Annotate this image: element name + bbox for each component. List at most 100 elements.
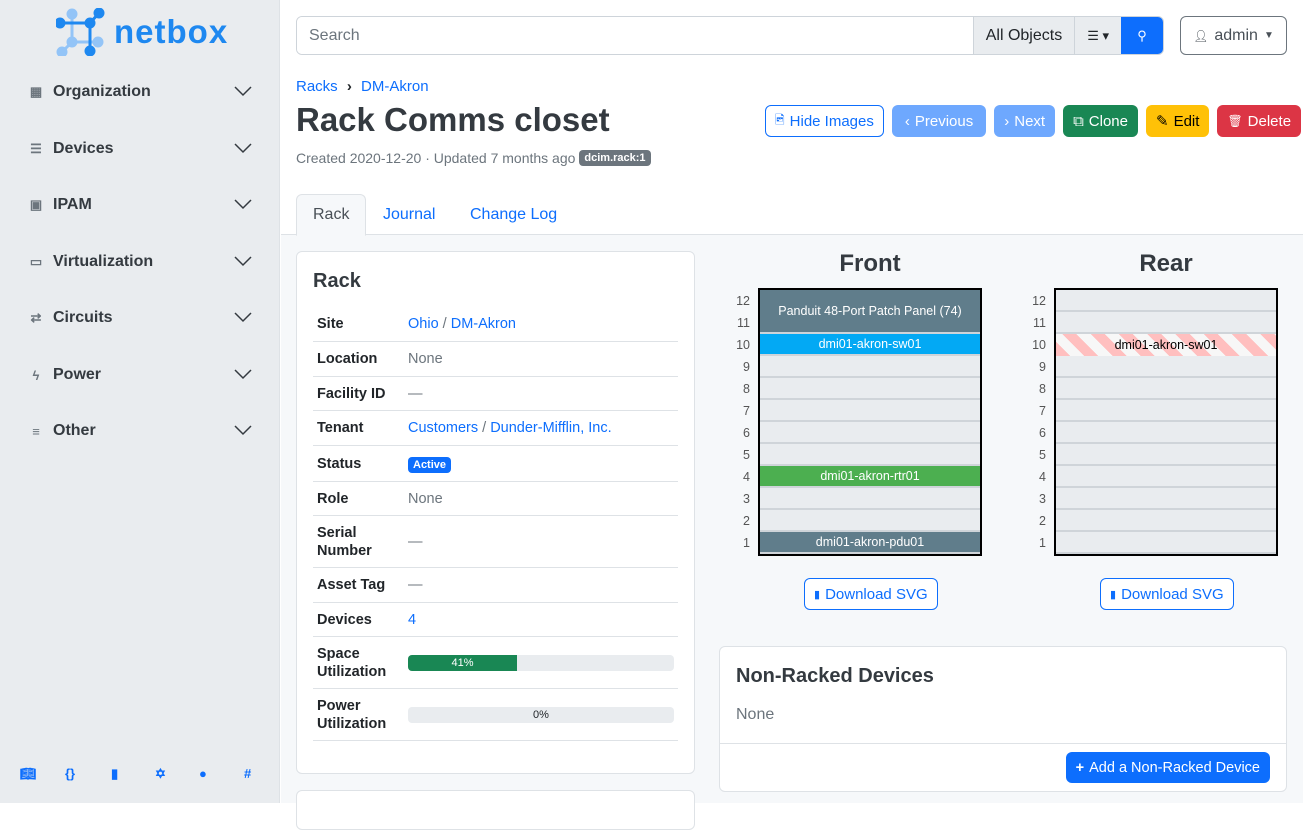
unit-number: 3 (743, 492, 750, 506)
tab-changelog[interactable]: Change Log (470, 205, 558, 223)
rack-device[interactable]: dmi01-akron-rtr01 (760, 466, 980, 488)
rack-unit-slot[interactable] (760, 378, 980, 400)
row-label: Site (317, 316, 344, 332)
rack-unit-slot[interactable] (1056, 422, 1276, 444)
download-rear-svg-button[interactable]: ▮ Download SVG (1100, 578, 1234, 610)
tenant-group-link[interactable]: Customers (408, 420, 479, 436)
rack-card: Rack Site Ohio / DM-Akron Location None Fa… (296, 251, 695, 774)
devices-count-link[interactable]: 4 (408, 611, 417, 628)
button-label: Add a Non-Racked Device (1089, 759, 1260, 776)
row-value: — (408, 577, 423, 593)
progress-text: 0% (533, 708, 549, 721)
search-input[interactable] (297, 17, 973, 54)
search-button[interactable]: ⚲ (1121, 17, 1163, 54)
sidebar-item-other[interactable]: ≡ Other (28, 416, 253, 446)
unit-number: 4 (1039, 470, 1046, 484)
rack-unit-slot[interactable] (760, 510, 980, 532)
rack-unit-slot[interactable] (1056, 466, 1276, 488)
sidebar-item-label: Organization (53, 83, 151, 100)
tenant-link[interactable]: Dunder-Mifflin, Inc. (490, 420, 612, 436)
rack-device[interactable]: dmi01-akron-sw01 (1056, 334, 1276, 356)
next-button[interactable]: › Next (994, 105, 1056, 137)
trash-icon: 🗑︎ (1227, 114, 1243, 128)
sidebar-item-label: Devices (53, 140, 114, 157)
slack-icon[interactable]: # (244, 766, 252, 781)
button-label: Hide Images (789, 112, 874, 130)
unit-number: 2 (743, 514, 750, 528)
row-serial-number: Serial Number — (313, 516, 678, 568)
rack-unit-slot[interactable] (1056, 400, 1276, 422)
graphql-icon[interactable]: ✡ (155, 766, 166, 781)
chevron-down-icon (234, 256, 252, 267)
rack-unit-slot[interactable] (760, 356, 980, 378)
tab-rack[interactable]: Rack (296, 194, 367, 236)
unit-number: 4 (743, 470, 750, 484)
docs-icon[interactable]: ▮ (111, 766, 119, 781)
button-label: Delete (1247, 112, 1292, 130)
main: All Objects ☰ ▾ ⚲ 👤︎ admin ▼ Racks › DM-Ak… (281, 0, 1303, 830)
row-tenant: Tenant Customers / Dunder-Mifflin, Inc. (313, 411, 678, 446)
book-icon[interactable]: 📖︎ (20, 766, 37, 781)
file-download-icon: ▮ (1110, 588, 1117, 601)
github-icon[interactable]: ● (199, 766, 207, 781)
caret-down-icon: ▼ (1263, 30, 1274, 41)
rack-unit-slot[interactable] (1056, 488, 1276, 510)
clone-button[interactable]: ⧉ Clone (1063, 105, 1138, 137)
unit-number: 6 (1039, 426, 1046, 440)
sidebar-item-circuits[interactable]: ⇄ Circuits (28, 303, 253, 333)
rack-unit-slot[interactable] (760, 422, 980, 444)
row-value: None (408, 351, 443, 367)
rack-unit-slot[interactable] (760, 444, 980, 466)
breadcrumb-racks[interactable]: Racks (296, 78, 338, 95)
search-filter-button[interactable]: ☰ ▾ (1074, 17, 1121, 54)
rack-device[interactable]: Panduit 48-Port Patch Panel (74) (760, 290, 980, 334)
rack-unit-slot[interactable] (1056, 532, 1276, 554)
chevron-down-icon (234, 425, 252, 436)
tab-journal[interactable]: Journal (383, 205, 436, 223)
unit-number: 5 (743, 448, 750, 462)
region-link[interactable]: Ohio (408, 316, 439, 332)
row-label: Serial Number (317, 524, 372, 559)
site-link[interactable]: DM-Akron (450, 316, 516, 332)
unit-number: 8 (1039, 382, 1046, 396)
row-role: Role None (313, 482, 678, 516)
sidebar-item-ipam[interactable]: ▣ IPAM (28, 190, 253, 220)
breadcrumb-site[interactable]: DM-Akron (361, 78, 429, 95)
user-menu[interactable]: 👤︎ admin ▼ (1180, 16, 1287, 55)
status-badge: Active (408, 456, 452, 473)
download-front-svg-button[interactable]: ▮ Download SVG (804, 578, 938, 610)
rack-unit-slot[interactable] (1056, 356, 1276, 378)
rack-unit-slot[interactable] (760, 488, 980, 510)
flash-icon: ϟ (32, 367, 40, 383)
rack-unit-slot[interactable] (1056, 290, 1276, 312)
sidebar: netbox ▦ Organization ☰ Devices ▣ IPAM ▭ Vir… (0, 0, 280, 803)
rack-unit-slot[interactable] (760, 400, 980, 422)
netbox-logo[interactable]: netbox (56, 8, 228, 56)
api-icon[interactable]: {} (65, 766, 76, 781)
rack-unit-slot[interactable] (1056, 312, 1276, 334)
add-non-racked-device-button[interactable]: + Add a Non-Racked Device (1065, 752, 1270, 783)
row-value: — (408, 385, 423, 402)
sidebar-item-organization[interactable]: ▦ Organization (28, 77, 253, 107)
previous-button[interactable]: ‹ Previous (891, 105, 987, 137)
sidebar-item-power[interactable]: ϟ Power (28, 360, 253, 390)
user-icon: 👤︎ (1193, 28, 1209, 43)
sidebar-item-virtualization[interactable]: ▭ Virtualization (28, 247, 253, 277)
rack-unit-slot[interactable] (1056, 378, 1276, 400)
rack-device[interactable]: dmi01-akron-sw01 (760, 334, 980, 356)
unit-number: 10 (736, 338, 750, 352)
tabs: Rack Journal Change Log (281, 194, 1303, 236)
rack-unit-slot[interactable] (1056, 444, 1276, 466)
rack-device[interactable]: dmi01-akron-pdu01 (760, 532, 980, 554)
delete-button[interactable]: 🗑︎ Delete (1217, 105, 1302, 137)
action-buttons: 🖻︎ Hide Images ‹ Previous › Next ⧉ Clone ✎ Ed… (765, 105, 1302, 137)
row-status: Status Active (313, 446, 678, 482)
sidebar-item-devices[interactable]: ☰ Devices (28, 134, 253, 164)
chevron-down-icon (234, 143, 252, 154)
row-asset-tag: Asset Tag — (313, 568, 678, 603)
edit-button[interactable]: ✎ Edit (1146, 105, 1210, 137)
search-scope-dropdown[interactable]: All Objects (972, 17, 1075, 54)
hide-images-button[interactable]: 🖻︎ Hide Images (765, 105, 884, 137)
rack-unit-slot[interactable] (1056, 510, 1276, 532)
unit-number: 6 (743, 426, 750, 440)
